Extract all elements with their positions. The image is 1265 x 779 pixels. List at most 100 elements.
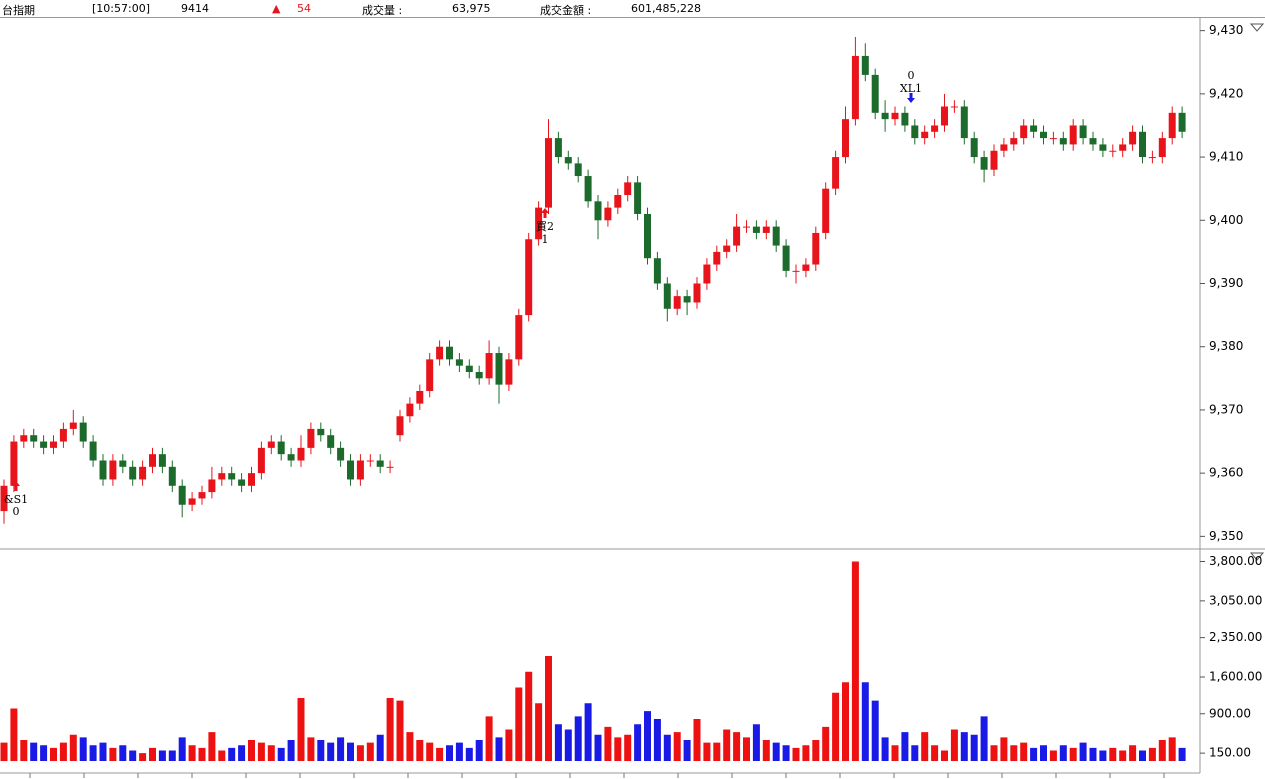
volume-bar: [901, 732, 909, 761]
volume-bar: [604, 726, 612, 761]
volume-bar: [1069, 747, 1077, 761]
volume-bar: [1040, 745, 1047, 761]
signal-arrow: [12, 481, 20, 491]
volume-bar: [1139, 750, 1146, 761]
candle-body: [663, 283, 671, 309]
candle-body: [970, 138, 978, 158]
y-tick-label: 2,350.00: [1209, 630, 1262, 644]
volume-bar: [1010, 745, 1018, 761]
volume-bar: [941, 750, 948, 761]
candle-body: [1099, 144, 1107, 151]
candle-body: [89, 441, 97, 461]
volume-bar: [475, 740, 483, 761]
volume-bar: [931, 745, 939, 761]
volume-bar: [158, 750, 166, 761]
signal-label: XL1: [900, 82, 922, 95]
candle-body: [149, 454, 156, 467]
volume-bar: [921, 732, 929, 761]
volume-bar: [762, 740, 770, 761]
volume-bar: [307, 737, 315, 761]
candle-body: [990, 150, 998, 170]
volume-bar: [634, 724, 642, 761]
signal-label: 買2: [536, 220, 554, 233]
signal-count: 0: [13, 505, 20, 518]
volume-bar: [20, 740, 28, 761]
y-tick-label: 9,420: [1209, 86, 1243, 100]
menu-button[interactable]: [1249, 23, 1265, 32]
signal-label: &S1: [4, 493, 28, 506]
volume-bar: [515, 687, 523, 761]
candle-body: [267, 441, 275, 448]
candle-body: [1139, 131, 1146, 158]
candle-body: [218, 473, 226, 480]
volume-bar: [653, 719, 661, 761]
candle-body: [287, 454, 295, 461]
candle-body: [1040, 131, 1047, 139]
candle-body: [198, 492, 206, 499]
volume-bar: [891, 745, 899, 761]
volume-bar: [525, 671, 533, 761]
candle-body: [851, 55, 859, 120]
price: 9414: [181, 2, 209, 15]
volume-bar: [396, 700, 404, 761]
candle-body: [455, 359, 463, 366]
y-tick-label: 9,370: [1209, 402, 1243, 416]
volume-bar: [911, 745, 919, 761]
volume-bar: [366, 742, 374, 761]
candle-body: [1129, 131, 1137, 145]
volume-bar: [119, 745, 127, 761]
y-tick-label: 3,050.00: [1209, 593, 1262, 607]
candle-body: [891, 112, 899, 120]
volume-bar: [465, 747, 473, 761]
volume-bar: [485, 716, 493, 761]
candle-body: [337, 447, 345, 461]
volume-bar: [297, 698, 305, 761]
volume-bar: [752, 724, 760, 761]
volume-bar: [980, 716, 988, 761]
volume-bar: [535, 703, 543, 761]
volume-bar: [40, 745, 48, 761]
volume-bar: [584, 703, 592, 761]
candle-body: [426, 359, 434, 391]
menu-button[interactable]: [1249, 552, 1265, 561]
candle-body: [10, 441, 18, 486]
volume-bar: [129, 750, 137, 761]
candle-body: [693, 283, 701, 303]
candle-body: [406, 403, 414, 417]
candle-body: [881, 112, 889, 120]
candle-body: [475, 372, 483, 379]
candle-body: [79, 422, 87, 442]
candle-body: [376, 460, 384, 467]
volume-bar: [446, 745, 453, 761]
volume-bar: [347, 742, 354, 761]
candle-body: [228, 473, 236, 480]
candle-body: [1178, 112, 1186, 132]
candle-body: [960, 106, 968, 139]
candle-body: [59, 428, 67, 442]
y-tick-label: 150.00: [1209, 746, 1251, 760]
volume-bar: [713, 742, 721, 761]
candle-body: [911, 125, 919, 139]
volume-bar: [802, 745, 810, 761]
candle-body: [446, 346, 453, 360]
candle-body: [812, 232, 820, 265]
volume-bar: [436, 747, 444, 761]
volume-label: 成交量 :: [362, 4, 403, 17]
volume-bar: [30, 742, 38, 761]
candle-body: [158, 454, 166, 467]
change-symbol: ▲: [272, 2, 281, 15]
y-tick-label: 9,400: [1209, 213, 1243, 227]
volume-bar: [881, 737, 889, 761]
volume-bar: [1129, 745, 1137, 761]
candle-body: [436, 346, 444, 360]
candle-body: [168, 466, 176, 486]
volume-bar: [743, 737, 750, 761]
candle-body: [1059, 138, 1067, 145]
candle-body: [277, 441, 285, 455]
candle-body: [1020, 125, 1028, 139]
candle-body: [505, 359, 513, 385]
volume-bar: [990, 745, 998, 761]
candle-body: [1168, 112, 1176, 139]
candle-body: [50, 441, 57, 448]
candle-body: [832, 157, 840, 189]
